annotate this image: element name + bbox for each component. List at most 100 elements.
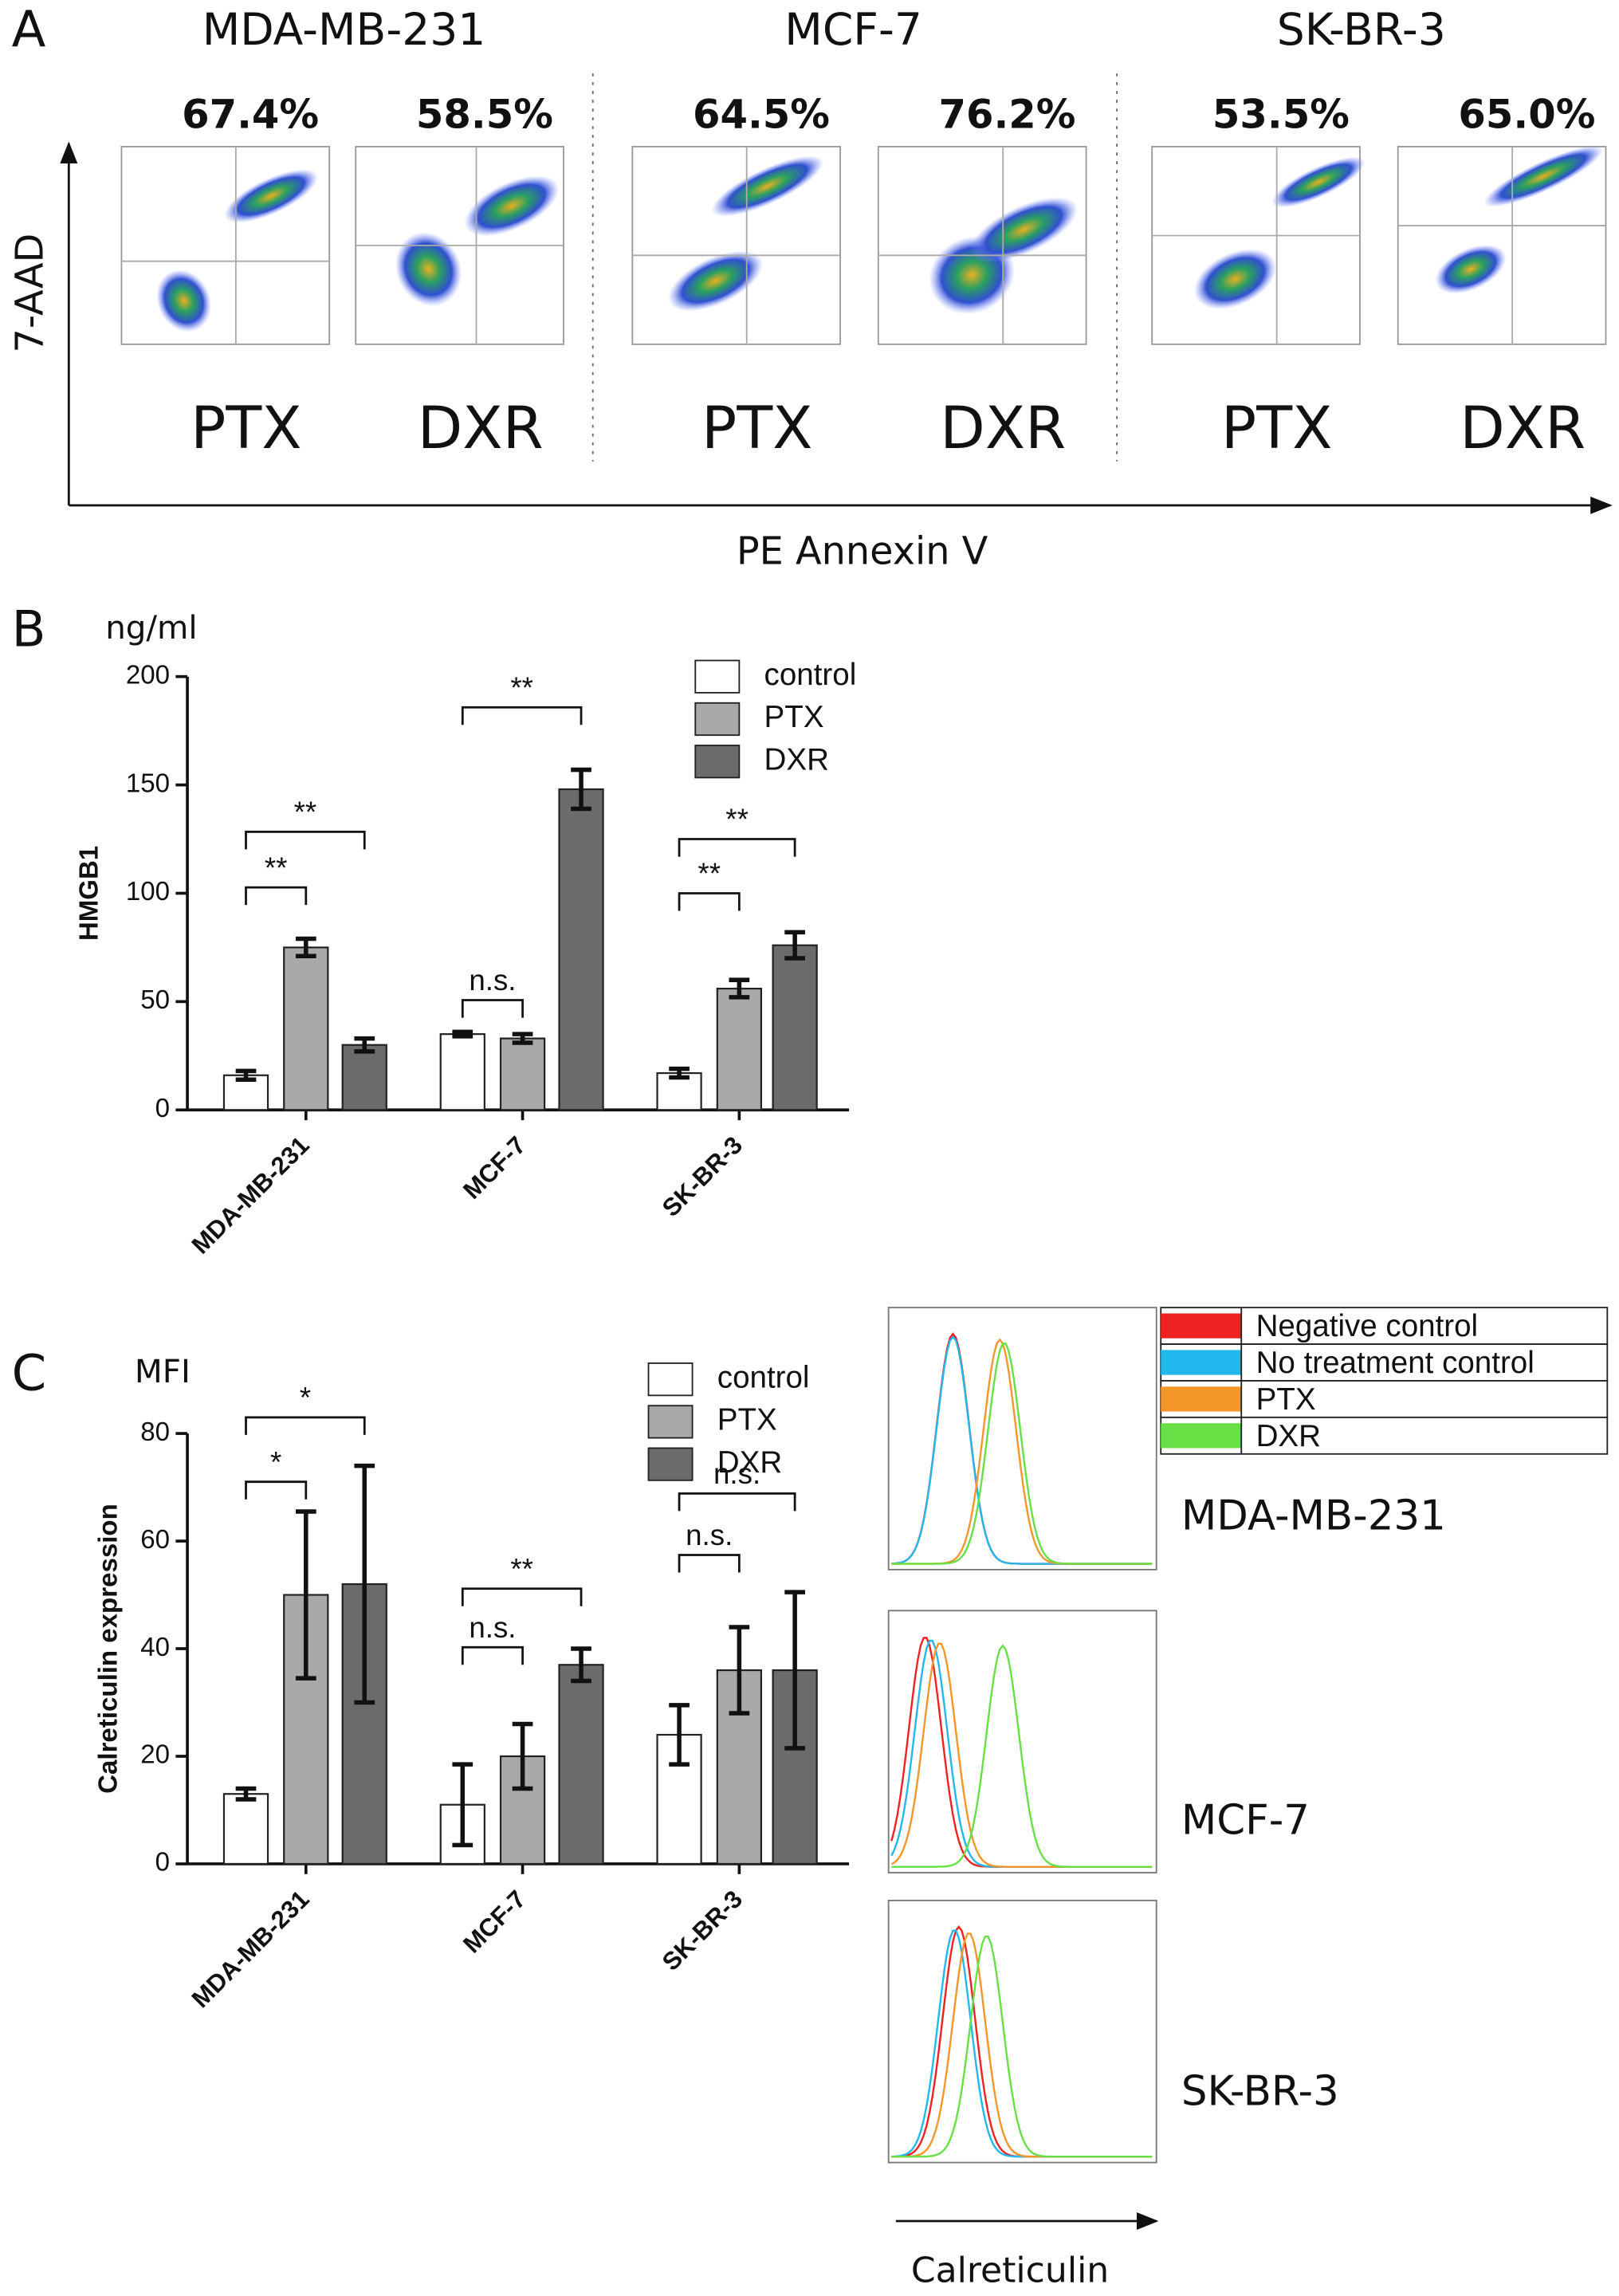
error-bar (571, 1646, 591, 1684)
cell-cluster (395, 232, 462, 307)
legend-swatch (647, 1447, 694, 1481)
significance-label: ** (725, 803, 749, 835)
significance-bracket (461, 999, 524, 1018)
cell-cluster (464, 175, 560, 237)
cell-cluster (1271, 156, 1366, 208)
legend-label: Negative control (1256, 1309, 1479, 1343)
group-title: MDA-MB-231 (202, 4, 486, 55)
unit-label: MFI (135, 1353, 191, 1390)
x-tick-label: MDA-MB-231 (187, 1131, 315, 1260)
significance-bracket (678, 838, 796, 857)
flow-plot-frame (1397, 146, 1607, 345)
error-bar (512, 1032, 533, 1045)
significance-bracket (245, 1416, 366, 1435)
cell-cluster (224, 169, 319, 223)
y-axis-label: Calreticulin expression (93, 1504, 123, 1794)
treatment-label: DXR (418, 395, 544, 462)
x-axis-label: Calreticulin (911, 2250, 1109, 2290)
x-tick-label: SK-BR-3 (657, 1885, 748, 1976)
legend-label: DXR (764, 742, 829, 776)
error-bar (784, 1590, 805, 1751)
error-bar (669, 1703, 690, 1767)
cell-cluster (156, 269, 212, 332)
significance-bracket (245, 886, 308, 906)
y-tick-label: 50 (140, 985, 170, 1015)
significance-bracket (461, 706, 583, 725)
percent-label: 67.4% (182, 92, 319, 138)
group-title: SK-BR-3 (1277, 4, 1446, 55)
bar (558, 1664, 604, 1866)
significance-label: ** (698, 857, 721, 890)
treatment-label: PTX (701, 395, 812, 462)
error-bar (512, 1721, 533, 1791)
bar (222, 1793, 269, 1866)
significance-label: ** (510, 671, 533, 704)
significance-bracket (245, 1480, 308, 1500)
significance-label: n.s. (469, 964, 516, 997)
error-bar (452, 1029, 474, 1039)
error-bar (729, 977, 750, 1000)
legend-label: control (717, 1360, 810, 1394)
error-bar (235, 1068, 257, 1082)
legend-label: control (764, 658, 857, 692)
y-tick-label: 60 (140, 1525, 170, 1555)
legend-label: No treatment control (1256, 1346, 1535, 1380)
histogram-curve (891, 1343, 1153, 1565)
error-bar (784, 930, 805, 961)
error-bar (235, 1786, 257, 1802)
significance-label: ** (510, 1552, 533, 1585)
significance-label: n.s. (713, 1457, 760, 1490)
error-bar (452, 1762, 474, 1848)
legend-swatch (647, 1405, 694, 1439)
histogram-curve (891, 1644, 1153, 1868)
x-tick-label: MCF-7 (458, 1885, 531, 1958)
significance-label: ** (294, 796, 317, 828)
error-bar (295, 1509, 316, 1681)
legend-swatch (1161, 1350, 1242, 1375)
error-bar (669, 1066, 690, 1080)
legend-label: DXR (1256, 1419, 1321, 1453)
significance-label: ** (265, 851, 288, 884)
x-tick-label: MDA-MB-231 (187, 1885, 315, 2013)
cell-cluster (1435, 244, 1507, 294)
y-tick-label: 100 (126, 877, 170, 906)
bar (772, 944, 818, 1111)
percent-label: 76.2% (938, 92, 1075, 138)
cell-cluster (711, 155, 824, 217)
legend-label: PTX (717, 1403, 777, 1437)
error-bar (354, 1463, 375, 1705)
percent-label: 65.0% (1458, 92, 1595, 138)
bar (716, 987, 763, 1111)
significance-bracket (678, 1554, 741, 1573)
treatment-label: DXR (1460, 395, 1586, 462)
unit-label: ng/ml (105, 609, 197, 647)
legend-swatch (647, 1362, 694, 1397)
error-bar (354, 1036, 375, 1054)
y-tick-label: 200 (126, 660, 170, 690)
significance-label: n.s. (686, 1519, 733, 1551)
histogram-frame (887, 1899, 1157, 2164)
legend-swatch (694, 659, 741, 694)
significance-bracket (461, 1645, 524, 1665)
treatment-label: PTX (1221, 395, 1332, 462)
treatment-label: PTX (191, 395, 301, 462)
significance-bracket (461, 1587, 583, 1606)
legend-swatch (1161, 1313, 1242, 1339)
bar (341, 1044, 387, 1111)
legend-swatch (694, 702, 741, 737)
bar (439, 1033, 485, 1111)
y-tick-label: 40 (140, 1633, 170, 1662)
y-tick-label: 150 (126, 769, 170, 798)
error-bar (295, 936, 316, 959)
legend-swatch (1161, 1423, 1242, 1449)
percent-label: 64.5% (693, 92, 830, 138)
group-title: MCF-7 (784, 4, 922, 55)
error-bar (729, 1625, 750, 1716)
panel-label: C (12, 1344, 47, 1402)
legend-label: DXR (717, 1445, 782, 1480)
y-axis-label: 7-AAD (8, 234, 52, 353)
y-tick-label: 20 (140, 1740, 170, 1770)
y-tick-label: 80 (140, 1417, 170, 1447)
